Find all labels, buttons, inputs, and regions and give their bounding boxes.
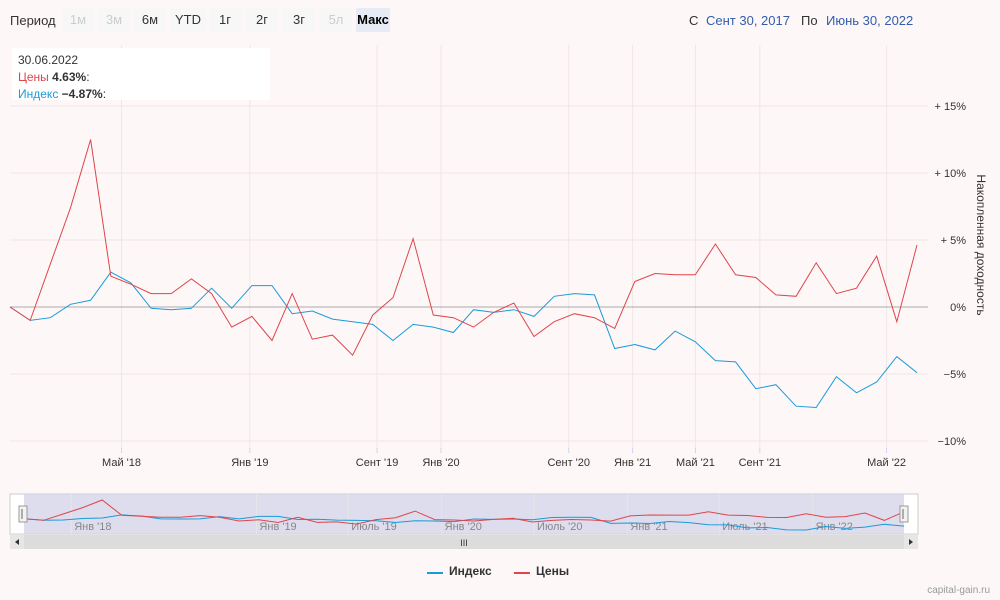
x-tick-label: Май '18 (102, 457, 141, 469)
x-tick-label: Янв '20 (422, 457, 459, 469)
x-tick-label: Сент '19 (356, 457, 399, 469)
y-tick-label: + 15% (935, 101, 967, 113)
scrollbar-thumb[interactable] (24, 535, 904, 549)
to-label: По (801, 13, 818, 28)
period-button-0[interactable]: 1м (62, 8, 94, 32)
legend-item-index[interactable]: Индекс (449, 564, 492, 578)
legend-price-line (514, 572, 530, 574)
series-line-price (9, 139, 918, 357)
period-button-2[interactable]: 6м (134, 8, 166, 32)
legend: Индекс Цены (0, 564, 1000, 584)
scrollbar-grip-icon: III (460, 538, 468, 548)
tooltip: 30.06.2022 Цены 4.63%: Индекс −4.87%: (12, 48, 270, 103)
period-button-3[interactable]: YTD (170, 8, 206, 32)
plot-background (10, 45, 928, 448)
tooltip-price-label: Цены (18, 70, 49, 84)
period-button-7[interactable]: 5л (320, 8, 352, 32)
tooltip-index-value: −4.87% (61, 87, 103, 101)
tooltip-price-suffix: : (86, 70, 90, 84)
y-tick-label: + 5% (941, 235, 967, 247)
tooltip-index-suffix: : (102, 87, 107, 101)
period-button-4[interactable]: 1г (209, 8, 241, 32)
legend-index-line (427, 572, 443, 574)
navigator-label: Янв '20 (445, 521, 482, 533)
from-date-input[interactable]: Сент 30, 2017 (706, 13, 790, 28)
navigator-label: Июль '20 (537, 521, 582, 533)
y-tick-label: 0% (950, 302, 966, 314)
period-button-6[interactable]: 3г (283, 8, 315, 32)
x-tick-label: Май '22 (867, 457, 906, 469)
x-tick-label: Сент '20 (547, 457, 590, 469)
navigator-label: Янв '18 (74, 521, 111, 533)
series-line-index (9, 271, 918, 409)
period-button-5[interactable]: 2г (246, 8, 278, 32)
y-axis: + 15% + 10% + 5% 0% −5% −10% (935, 101, 967, 448)
tooltip-date: 30.06.2022 (18, 53, 79, 67)
tooltip-price-value: 4.63% (52, 70, 87, 84)
x-tick-label: Янв '21 (614, 457, 651, 469)
x-axis: Май '18 Янв '19 Сент '19 Янв '20 Сент '20 Янв… (102, 448, 906, 469)
chart-grid (10, 45, 928, 448)
navigator[interactable]: Янв '18 Янв '19 Июль '19 Янв '20 Июль '20 Янв… (9, 493, 919, 535)
x-tick-label: Янв '19 (231, 457, 268, 469)
period-button-8[interactable]: Макс (356, 8, 390, 32)
y-axis-title: Накопленная доходность (974, 174, 988, 315)
scrollbar[interactable]: III (10, 535, 918, 549)
y-tick-label: −5% (944, 369, 967, 381)
to-date-input[interactable]: Июнь 30, 2022 (826, 13, 914, 28)
tooltip-index-row: Индекс −4.87%: (18, 86, 264, 103)
x-tick-label: Май '21 (676, 457, 715, 469)
tooltip-price-row: Цены 4.63%: (18, 69, 264, 86)
period-label: Период (10, 13, 56, 28)
credits-link[interactable]: capital-gain.ru (927, 585, 990, 596)
x-tick-label: Сент '21 (739, 457, 782, 469)
from-label: С (689, 13, 699, 28)
navigator-handle-left[interactable] (18, 505, 28, 523)
navigator-series-price (23, 499, 905, 525)
navigator-label: Янв '21 (630, 521, 667, 533)
tooltip-index-label: Индекс (18, 87, 59, 101)
y-tick-label: −10% (938, 436, 967, 448)
navigator-label: Июль '19 (351, 521, 396, 533)
range-selector: Период 1м 3м 6м YTD 1г 2г 3г 5л Макс С Сент 30, … (0, 8, 1000, 34)
series-layer (9, 139, 918, 409)
navigator-handle-right[interactable] (899, 505, 909, 523)
y-tick-label: + 10% (935, 168, 967, 180)
period-button-1[interactable]: 3м (98, 8, 130, 32)
scrollbar-left-arrow-icon (15, 539, 19, 545)
legend-item-price[interactable]: Цены (536, 564, 570, 578)
navigator-label: Янв '19 (259, 521, 296, 533)
scrollbar-right-arrow-icon (909, 539, 913, 545)
